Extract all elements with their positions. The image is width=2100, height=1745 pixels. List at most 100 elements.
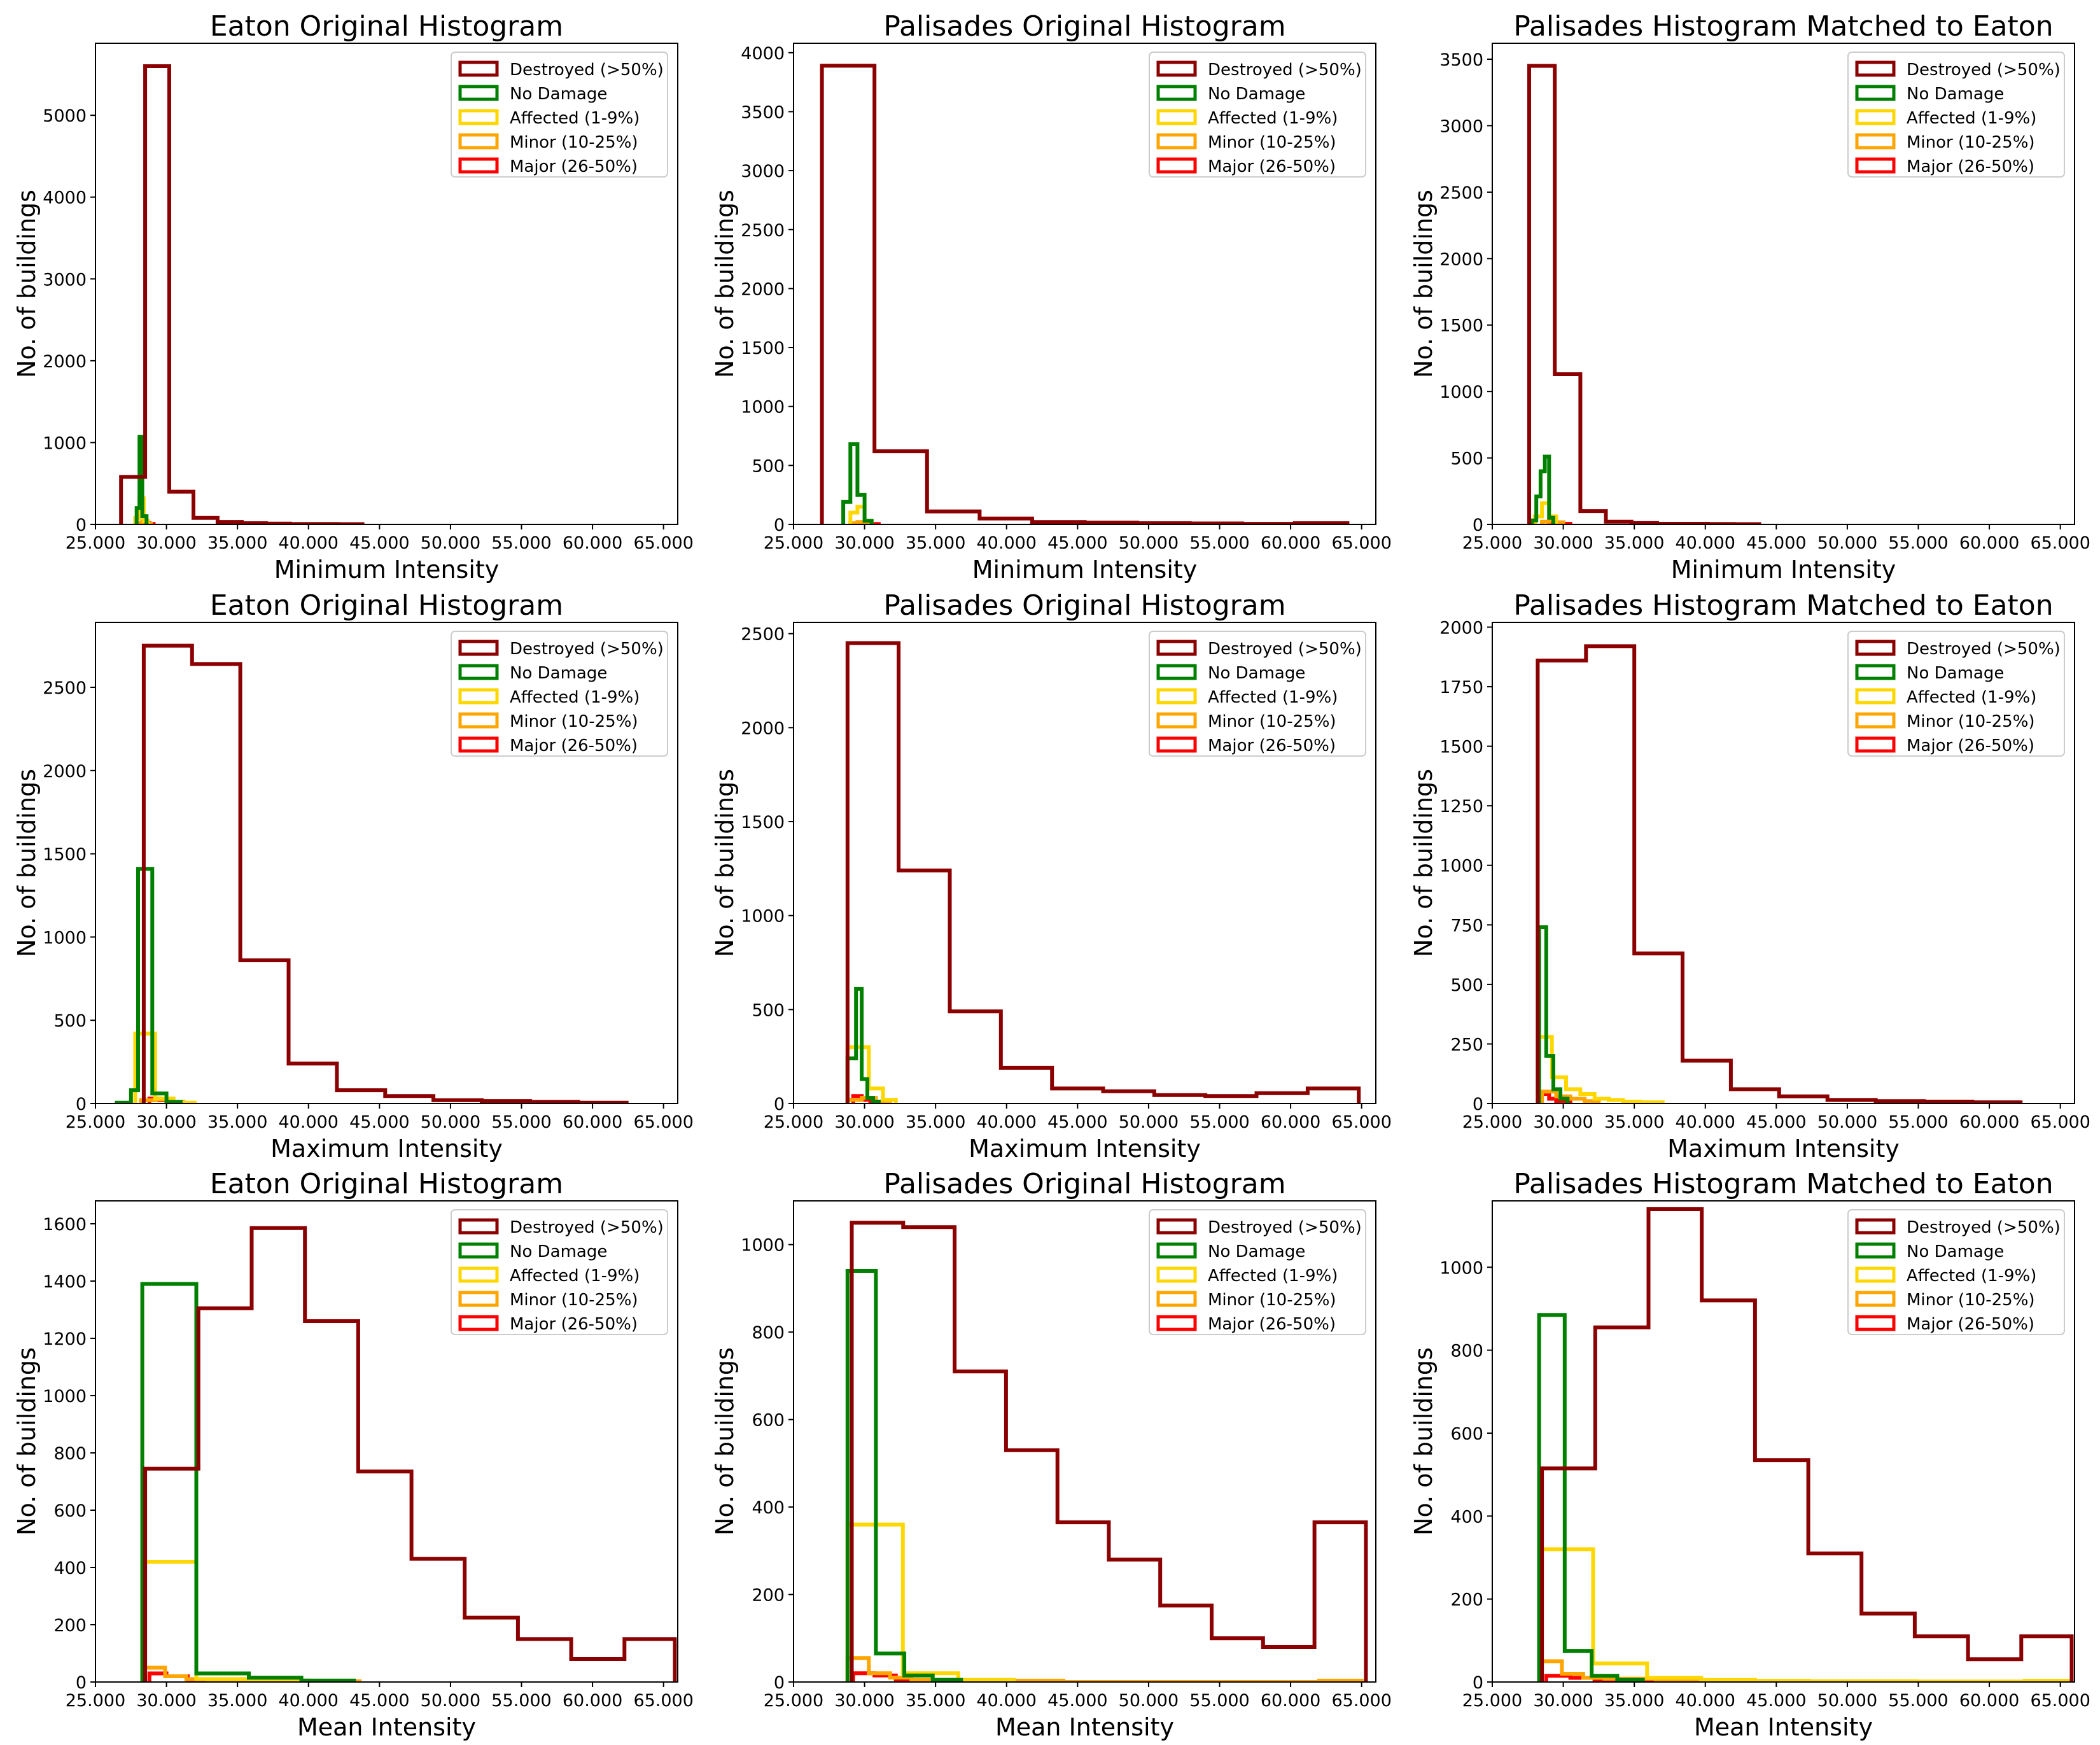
legend-label: Affected (1-9%) bbox=[1907, 1266, 2036, 1286]
x-tick-label: 35.000 bbox=[207, 533, 267, 553]
legend-swatch bbox=[1855, 1218, 1896, 1235]
x-axis-label: Maximum Intensity bbox=[969, 1135, 1201, 1163]
legend-label: Minor (10-25%) bbox=[1208, 1291, 1336, 1310]
legend-swatch bbox=[1156, 157, 1197, 174]
series-group bbox=[845, 1221, 1368, 1682]
x-tick-label: 45.000 bbox=[1047, 1112, 1107, 1132]
y-tick-label: 0 bbox=[774, 1673, 785, 1693]
x-tick-label: 65.000 bbox=[633, 1112, 693, 1132]
legend-swatch bbox=[1156, 736, 1197, 753]
x-tick-label: 40.000 bbox=[279, 1112, 339, 1132]
legend-swatch bbox=[458, 1242, 499, 1259]
panel-9: 25.000 30.000 35.000 40.000 45.000 50.000 55.0… bbox=[1410, 1168, 2090, 1741]
histogram-no bbox=[1537, 925, 1570, 1104]
x-tick-label: 55.000 bbox=[1888, 533, 1948, 553]
y-tick-label: 2000 bbox=[43, 352, 87, 372]
y-axis-label: No. of buildings bbox=[1410, 1347, 1438, 1536]
legend-swatch bbox=[1855, 109, 1896, 125]
y-tick-label: 500 bbox=[752, 1000, 785, 1020]
y-tick-label: 2000 bbox=[741, 718, 785, 738]
y-tick-label: 1600 bbox=[43, 1215, 87, 1235]
y-tick-label: 1500 bbox=[741, 339, 785, 358]
panel-5: 25.000 30.000 35.000 40.000 45.000 50.000 55.0… bbox=[711, 589, 1392, 1163]
x-tick-label: 45.000 bbox=[349, 533, 409, 553]
y-tick-label: 1000 bbox=[1439, 1258, 1483, 1278]
legend-swatch bbox=[458, 133, 499, 150]
x-tick-label: 50.000 bbox=[1119, 533, 1179, 553]
x-tick-label: 30.000 bbox=[834, 1691, 894, 1711]
x-tick-label: 65.000 bbox=[633, 1691, 693, 1711]
y-tick-label: 500 bbox=[752, 456, 785, 476]
legend-box bbox=[451, 52, 668, 178]
legend-box bbox=[1149, 1209, 1366, 1335]
y-tick-label: 800 bbox=[53, 1444, 87, 1464]
legend-swatch bbox=[1855, 1242, 1896, 1259]
y-tick-label: 0 bbox=[1473, 1673, 1483, 1693]
histogram-minor bbox=[1540, 1090, 1601, 1104]
chart-title: Palisades Histogram Matched to Eaton bbox=[1513, 589, 2053, 622]
x-tick-label: 55.000 bbox=[491, 1112, 551, 1132]
x-tick-label: 45.000 bbox=[1746, 1112, 1806, 1132]
legend-label: Minor (10-25%) bbox=[1208, 712, 1336, 731]
chart-title: Eaton Original Histogram bbox=[210, 10, 563, 43]
x-tick-label: 25.000 bbox=[764, 1691, 823, 1711]
chart-title: Palisades Original Histogram bbox=[883, 10, 1285, 43]
legend-box bbox=[1149, 52, 1366, 178]
legend-label: No Damage bbox=[1208, 1242, 1305, 1261]
legend-swatch bbox=[1855, 688, 1896, 704]
histogram-no bbox=[134, 435, 149, 524]
chart-title: Palisades Histogram Matched to Eaton bbox=[1513, 10, 2053, 43]
x-tick-label: 45.000 bbox=[1047, 533, 1107, 553]
legend-swatch bbox=[1156, 1242, 1197, 1259]
legend-swatch bbox=[458, 1291, 499, 1307]
x-tick-label: 50.000 bbox=[1119, 1691, 1179, 1711]
legend-swatch bbox=[458, 736, 499, 753]
legend: Destroyed (>50%) No Damage Affected (1-9%)… bbox=[1847, 1209, 2065, 1335]
x-tick-label: 30.000 bbox=[136, 1691, 196, 1711]
axes-frame bbox=[1492, 1200, 2075, 1683]
legend-label: No Damage bbox=[1907, 1242, 2004, 1261]
legend-swatch bbox=[1156, 1266, 1197, 1283]
legend-label: Affected (1-9%) bbox=[1208, 1266, 1338, 1286]
legend: Destroyed (>50%) No Damage Affected (1-9%)… bbox=[1149, 631, 1366, 757]
y-tick-label: 0 bbox=[774, 515, 785, 535]
y-axis-label: No. of buildings bbox=[13, 1347, 41, 1536]
x-tick-label: 30.000 bbox=[1533, 1112, 1593, 1132]
legend-swatch bbox=[1855, 640, 1896, 656]
legend-label: Major (26-50%) bbox=[1907, 736, 2034, 755]
legend-label: Minor (10-25%) bbox=[1907, 712, 2035, 731]
series-group bbox=[115, 643, 629, 1104]
y-tick-label: 1000 bbox=[43, 1387, 87, 1406]
x-tick-label: 30.000 bbox=[834, 533, 894, 553]
legend-label: Major (26-50%) bbox=[1208, 157, 1336, 176]
histogram-destroyed bbox=[1540, 1207, 2074, 1682]
y-tick-label: 500 bbox=[1450, 976, 1483, 995]
x-tick-label: 60.000 bbox=[1959, 1112, 2019, 1132]
chart-title: Eaton Original Histogram bbox=[210, 589, 563, 622]
legend-swatch bbox=[1855, 712, 1896, 729]
legend-swatch bbox=[1156, 109, 1197, 125]
y-tick-label: 3500 bbox=[741, 102, 785, 122]
y-tick-label: 2000 bbox=[1439, 249, 1483, 269]
y-tick-label: 2000 bbox=[43, 762, 87, 781]
legend-swatch bbox=[1156, 1315, 1197, 1331]
x-tick-label: 40.000 bbox=[279, 1691, 339, 1711]
y-tick-label: 0 bbox=[1473, 515, 1483, 535]
x-tick-label: 35.000 bbox=[207, 1112, 267, 1132]
series-group bbox=[845, 641, 1361, 1104]
legend-swatch bbox=[458, 85, 499, 101]
x-tick-label: 65.000 bbox=[2030, 1691, 2090, 1711]
y-tick-label: 2000 bbox=[1439, 618, 1483, 638]
histogram-destroyed bbox=[845, 641, 1361, 1104]
x-tick-label: 40.000 bbox=[977, 1691, 1037, 1711]
x-tick-label: 60.000 bbox=[1959, 1691, 2019, 1711]
y-axis-label: No. of buildings bbox=[13, 190, 41, 378]
y-tick-label: 4000 bbox=[43, 188, 87, 208]
axes-frame bbox=[793, 43, 1376, 525]
y-axis-label: No. of buildings bbox=[1410, 769, 1438, 957]
y-tick-label: 2500 bbox=[1439, 183, 1483, 203]
series-group bbox=[1527, 64, 1761, 524]
x-tick-label: 45.000 bbox=[349, 1691, 409, 1711]
y-tick-label: 200 bbox=[53, 1616, 87, 1636]
legend-box bbox=[1847, 1209, 2065, 1335]
